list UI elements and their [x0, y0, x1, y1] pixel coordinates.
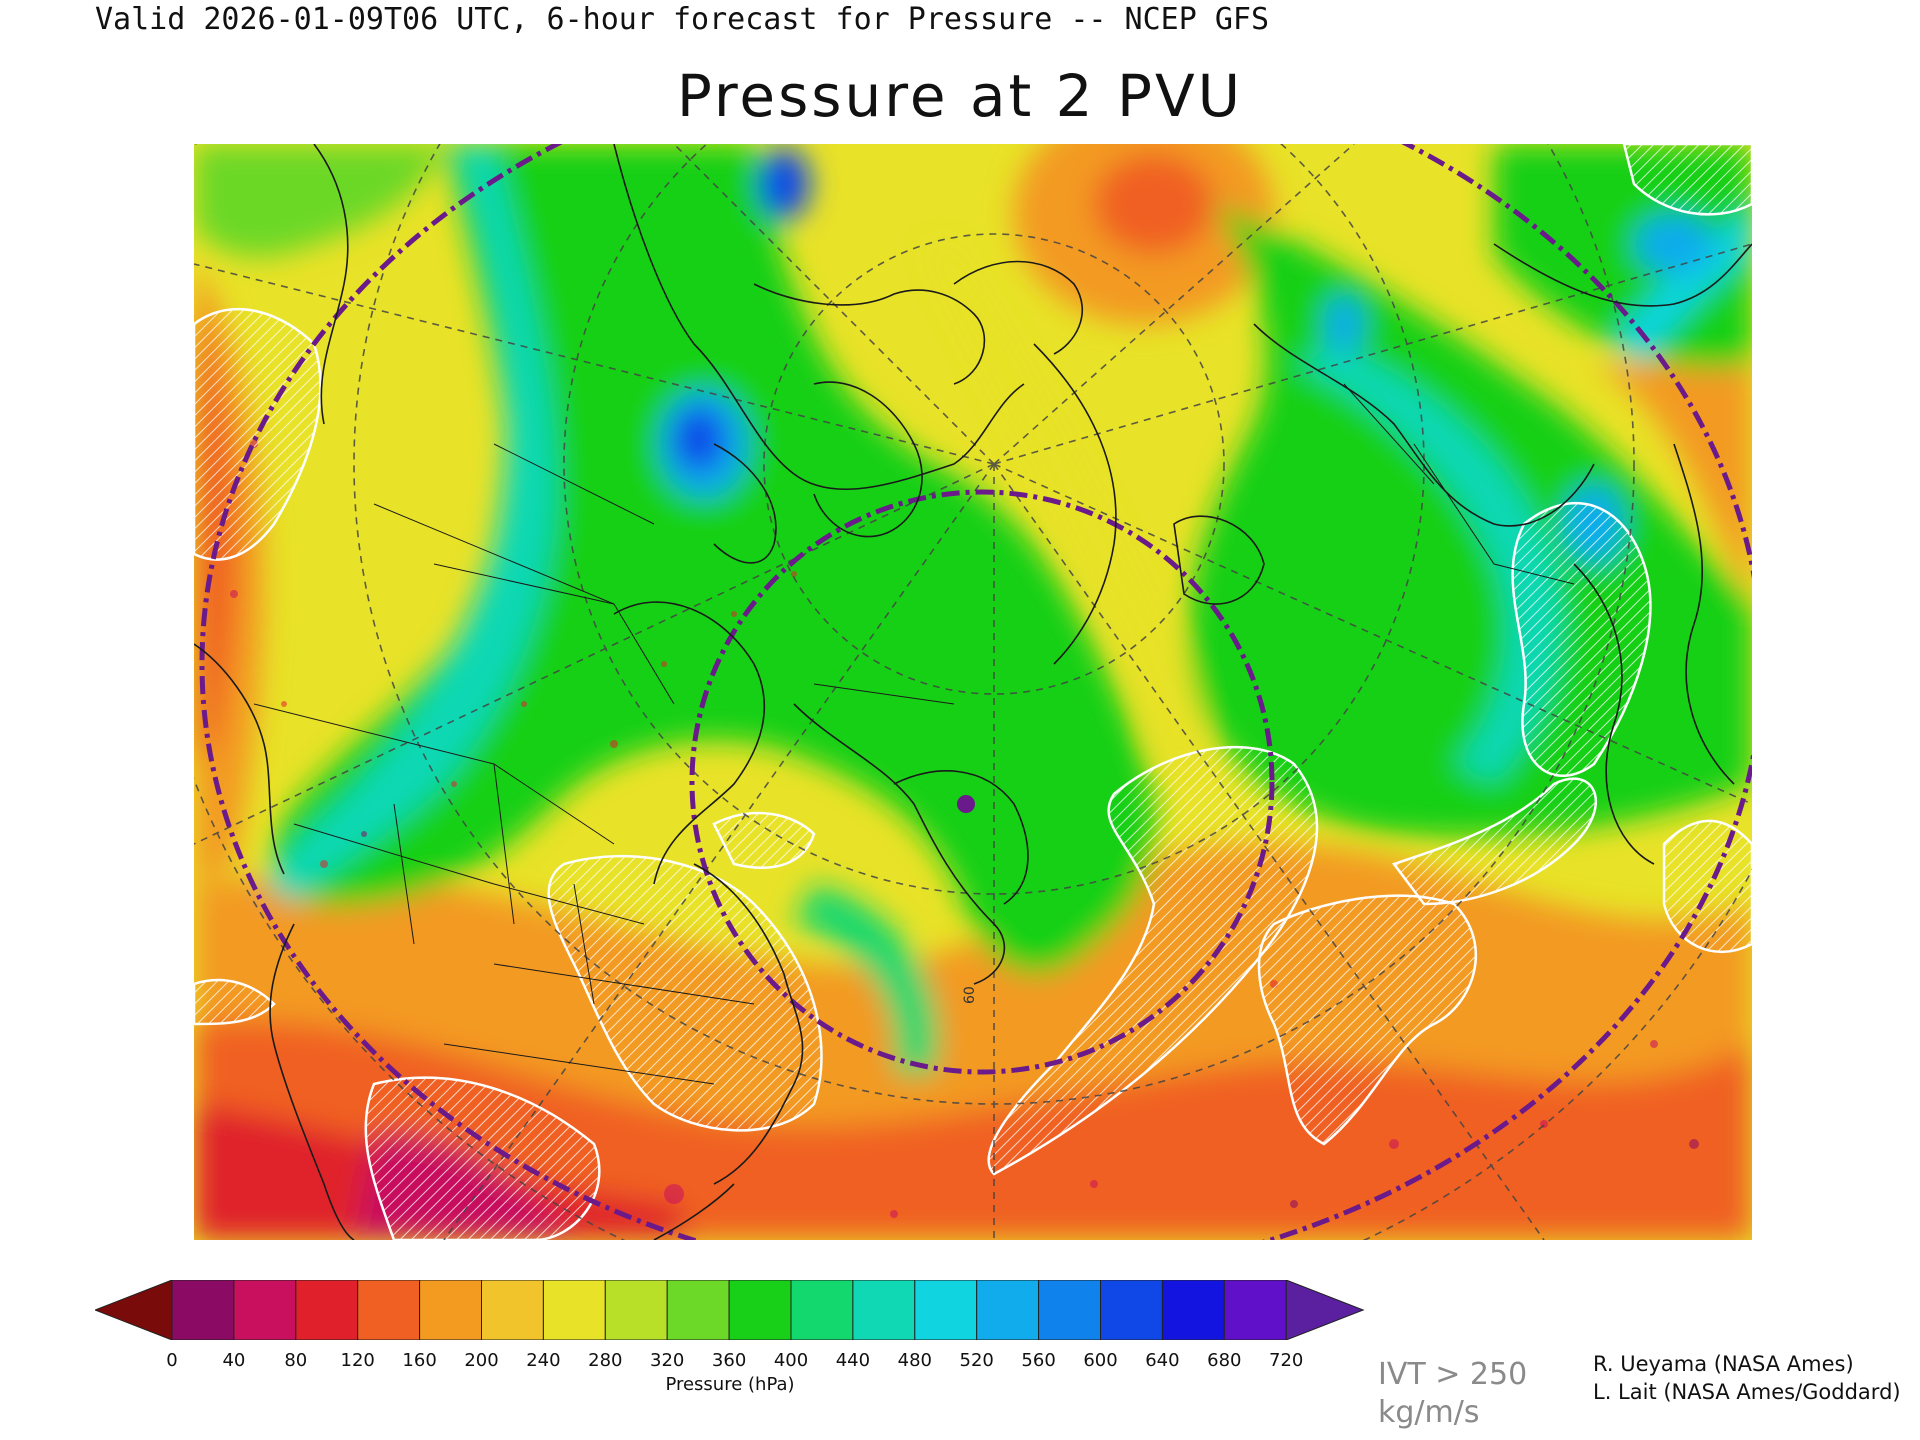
center-marker	[957, 795, 975, 813]
colorbar-swatch	[357, 1279, 421, 1341]
pressure-map: 60	[194, 144, 1752, 1240]
colorbar-swatch	[604, 1279, 668, 1341]
field-noise	[230, 440, 1699, 1218]
colorbar-tick-label: 280	[588, 1350, 623, 1371]
map-title: Pressure at 2 PVU	[676, 62, 1244, 130]
colorbar-swatch	[976, 1279, 1040, 1341]
contour-label-60: 60	[962, 986, 978, 1004]
colorbar-over-triangle	[1285, 1279, 1365, 1341]
colorbar-under-triangle	[93, 1279, 173, 1341]
colorbar-tick-label: 520	[959, 1350, 994, 1371]
graticule	[194, 144, 1752, 1240]
colorbar-title: Pressure (hPa)	[665, 1374, 795, 1395]
colorbar-swatch	[852, 1279, 916, 1341]
colorbar-tick-label: 480	[897, 1350, 932, 1371]
colorbar-tick-label: 360	[711, 1350, 747, 1371]
credit-line-2: L. Lait (NASA Ames/Goddard)	[1593, 1380, 1901, 1404]
credit-line-1: R. Ueyama (NASA Ames)	[1593, 1352, 1854, 1376]
pressure-map-svg: 60	[194, 144, 1752, 1240]
colorbar-tick-label: 680	[1207, 1350, 1242, 1371]
colorbar-tick-label: 320	[650, 1350, 685, 1371]
colorbar-tick-label: 0	[166, 1350, 178, 1371]
colorbar-tick-label: 720	[1269, 1350, 1304, 1371]
colorbar-swatch	[419, 1279, 483, 1341]
colorbar-tick-label: 560	[1021, 1350, 1056, 1371]
domain-rings	[199, 144, 1752, 1240]
colorbar-tick-label: 40	[222, 1350, 246, 1371]
colorbar-tick-label: 640	[1145, 1350, 1180, 1371]
colorbar-swatch	[233, 1279, 297, 1341]
political-boundaries	[253, 383, 1575, 1085]
colorbar-tick-label: 240	[526, 1350, 561, 1371]
colorbar-swatch	[1161, 1279, 1225, 1341]
colorbar-swatch	[790, 1279, 854, 1341]
colorbar-svg	[93, 1279, 1365, 1341]
colorbar-swatch	[1100, 1279, 1163, 1341]
colorbar-tick-label: 200	[464, 1350, 499, 1371]
colorbar-tick-label: 120	[340, 1350, 375, 1371]
ivt-legend-label: IVT > 250 kg/m/s	[1378, 1357, 1528, 1430]
colorbar-swatch	[728, 1279, 792, 1341]
colorbar-tick-label: 440	[835, 1350, 871, 1371]
colorbar-swatch	[666, 1279, 730, 1341]
colorbar-tick-labels: 0 40 80 120 160 200 240 280 320 360 400 440 480 520 56…	[0, 1350, 1920, 1374]
colorbar-tick-label: 400	[773, 1350, 809, 1371]
colorbar-swatch	[481, 1279, 544, 1341]
colorbar-swatch	[295, 1279, 359, 1341]
colorbar-swatch	[1223, 1279, 1287, 1341]
colorbar-swatch	[542, 1279, 606, 1341]
colorbar-tick-label: 80	[284, 1350, 308, 1371]
colorbar-swatch	[171, 1279, 235, 1341]
colorbar-swatch	[1038, 1279, 1101, 1341]
colorbar	[93, 1279, 1365, 1341]
valid-time-header: Valid 2026-01-09T06 UTC, 6-hour forecast…	[95, 2, 1269, 37]
colorbar-swatch	[914, 1279, 978, 1341]
colorbar-tick-label: 160	[402, 1350, 437, 1371]
colorbar-tick-label: 600	[1083, 1350, 1118, 1371]
coastlines	[194, 144, 1752, 1240]
